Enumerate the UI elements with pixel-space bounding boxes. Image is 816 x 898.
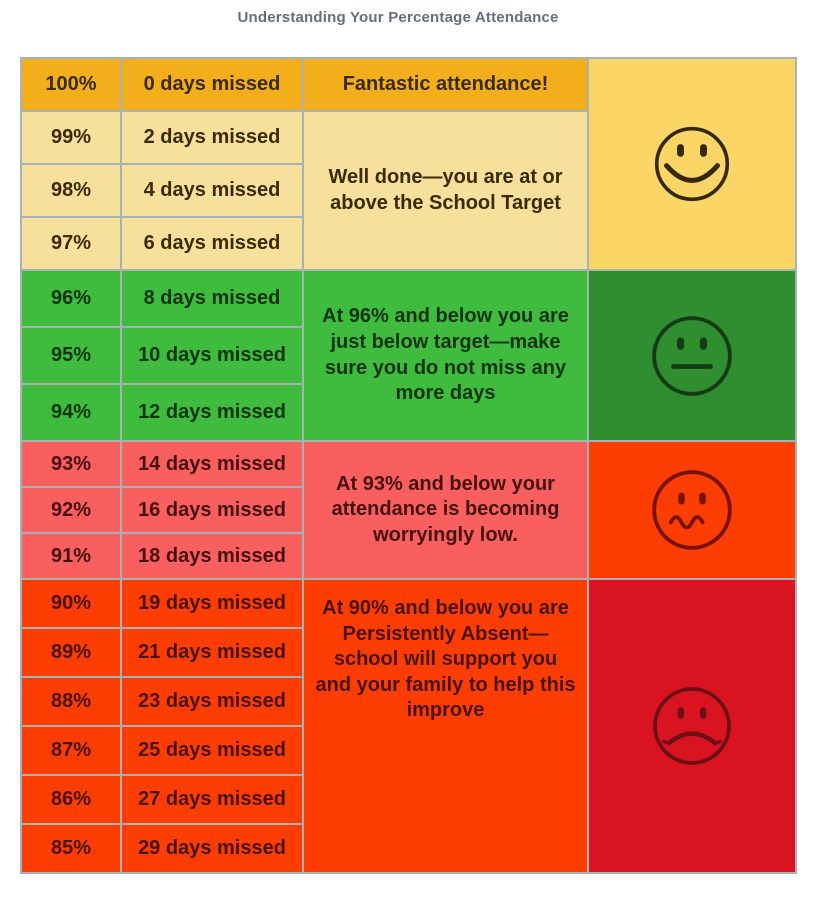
percent-cell: 93% — [22, 442, 120, 486]
days-cell: 10 days missed — [122, 328, 302, 383]
percent-cell: 96% — [22, 271, 120, 326]
percent-cell: 85% — [22, 825, 120, 872]
message-cell: Well done—you are at or above the School… — [304, 112, 587, 269]
percent-cell: 89% — [22, 629, 120, 676]
percent-cell: 86% — [22, 776, 120, 823]
days-cell: 14 days missed — [122, 442, 302, 486]
percent-cell: 95% — [22, 328, 120, 383]
percent-cell: 99% — [22, 112, 120, 163]
neutral-face-icon — [652, 315, 732, 396]
percent-cell: 97% — [22, 218, 120, 269]
percent-cell: 87% — [22, 727, 120, 774]
percent-cell: 90% — [22, 580, 120, 627]
percent-cell: 91% — [22, 534, 120, 578]
face-cell — [589, 580, 795, 872]
face-cell — [589, 271, 795, 440]
percent-cell: 100% — [22, 59, 120, 110]
days-cell: 6 days missed — [122, 218, 302, 269]
message-cell: Fantastic attendance! — [304, 59, 587, 110]
days-cell: 0 days missed — [122, 59, 302, 110]
face-cell — [589, 442, 795, 578]
days-cell: 21 days missed — [122, 629, 302, 676]
percent-cell: 94% — [22, 385, 120, 440]
percent-cell: 92% — [22, 488, 120, 532]
attendance-table: 100% 0 days missed Fantastic attendance!… — [20, 57, 797, 874]
message-cell: At 96% and below you are just below targ… — [304, 271, 587, 440]
page-title: Understanding Your Percentage Attendance — [237, 9, 559, 26]
days-cell: 8 days missed — [122, 271, 302, 326]
days-cell: 12 days missed — [122, 385, 302, 440]
message-cell: At 93% and below your attendance is beco… — [304, 442, 587, 578]
days-cell: 25 days missed — [122, 727, 302, 774]
face-cell — [589, 59, 795, 269]
days-cell: 2 days missed — [122, 112, 302, 163]
days-cell: 27 days missed — [122, 776, 302, 823]
percent-cell: 98% — [22, 165, 120, 216]
worried-face-icon — [652, 470, 732, 550]
days-cell: 29 days missed — [122, 825, 302, 872]
days-cell: 19 days missed — [122, 580, 302, 627]
happy-face-icon — [654, 126, 730, 202]
message-cell: At 90% and below you are Persistently Ab… — [304, 580, 587, 872]
sad-face-icon — [653, 687, 731, 765]
days-cell: 23 days missed — [122, 678, 302, 725]
days-cell: 18 days missed — [122, 534, 302, 578]
days-cell: 4 days missed — [122, 165, 302, 216]
percent-cell: 88% — [22, 678, 120, 725]
days-cell: 16 days missed — [122, 488, 302, 532]
